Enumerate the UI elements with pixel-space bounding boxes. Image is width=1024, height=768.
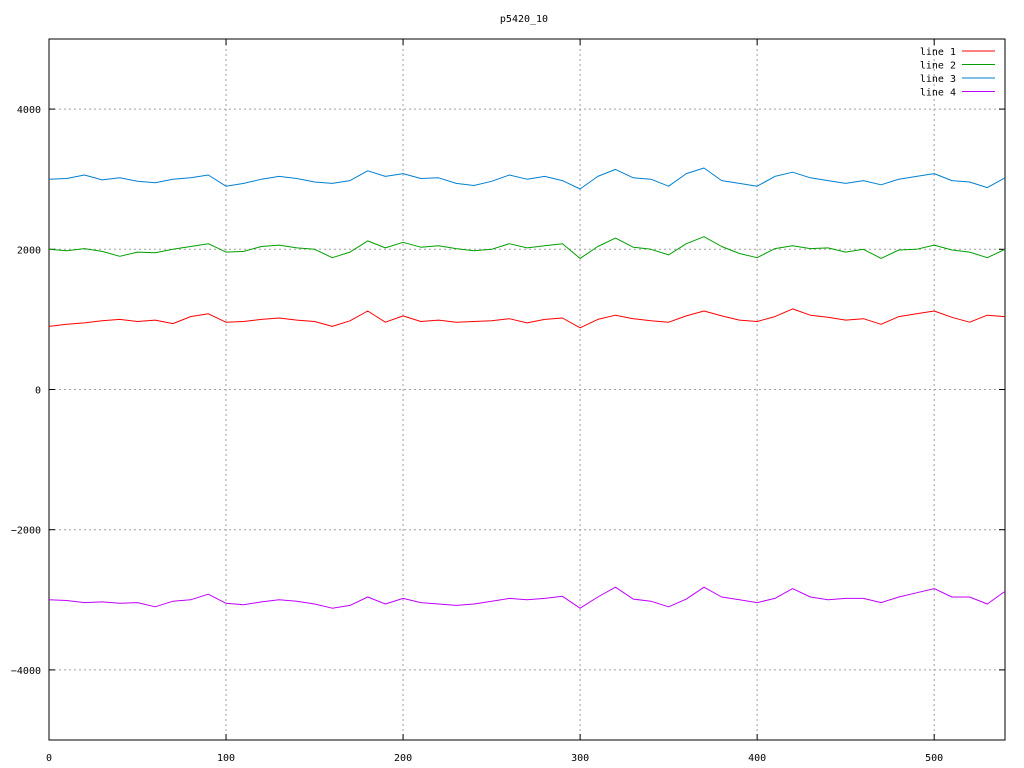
y-tick-label: −4000 bbox=[11, 666, 41, 677]
series-line-4 bbox=[48, 586, 1006, 609]
y-tick-label: 0 bbox=[35, 386, 41, 397]
plot-border bbox=[48, 38, 1006, 741]
grid bbox=[49, 39, 1005, 740]
legend-label: line 3 bbox=[920, 74, 956, 85]
x-tick-label: 0 bbox=[46, 753, 52, 764]
legend-label: line 4 bbox=[920, 88, 956, 99]
axes: 0 100 200 300 400 500 −4000 −2000 0 2000 4000 bbox=[11, 38, 1006, 764]
x-tick-label: 100 bbox=[217, 753, 235, 764]
legend-label: line 1 bbox=[920, 47, 956, 58]
series-line-2 bbox=[48, 236, 1006, 259]
chart-title: p5420_10 bbox=[500, 14, 548, 25]
series-line-3 bbox=[48, 167, 1006, 190]
series-line-1 bbox=[48, 308, 1006, 329]
series-group bbox=[48, 167, 1006, 609]
x-tick-label: 300 bbox=[571, 753, 589, 764]
y-tick-label: −2000 bbox=[11, 526, 41, 537]
x-tick-label: 500 bbox=[925, 753, 943, 764]
y-tick-label: 4000 bbox=[17, 105, 41, 116]
y-tick-label: 2000 bbox=[17, 245, 41, 256]
x-tick-label: 400 bbox=[748, 753, 766, 764]
legend-label: line 2 bbox=[920, 61, 956, 72]
legend: line 1 line 2 line 3 line 4 bbox=[920, 47, 995, 99]
x-tick-label: 200 bbox=[394, 753, 412, 764]
